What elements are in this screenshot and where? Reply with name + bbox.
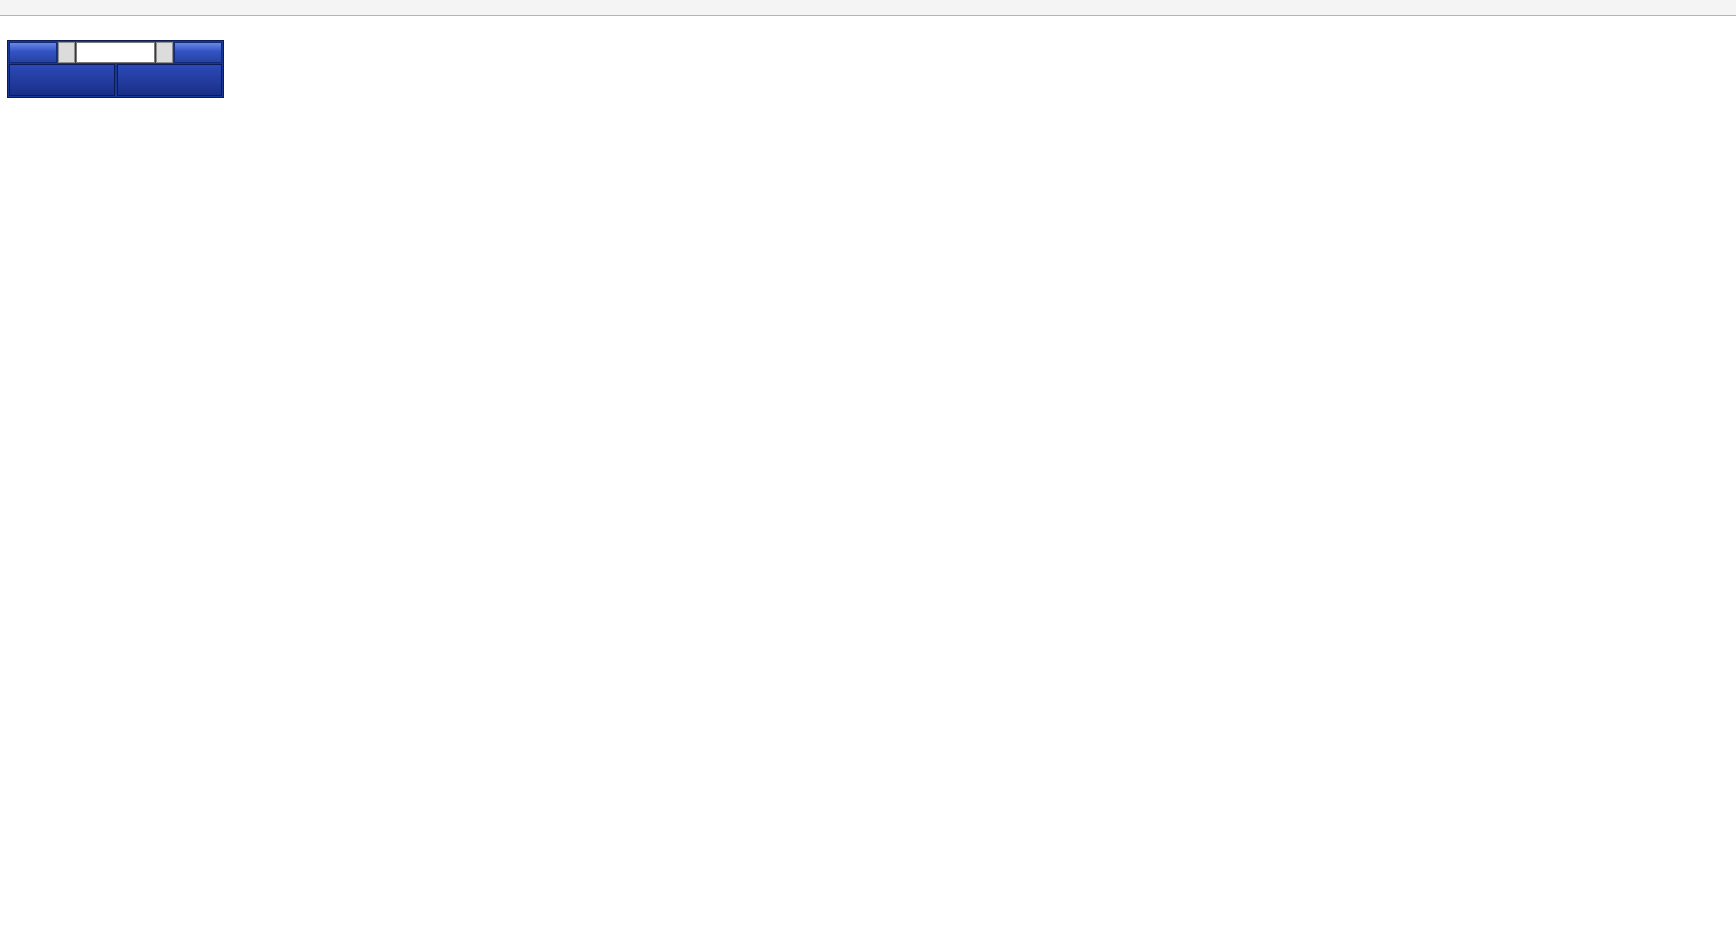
trade-panel-controls xyxy=(9,42,222,63)
trade-panel-prices xyxy=(9,64,222,96)
buy-button[interactable] xyxy=(174,42,222,63)
toolbar-right-buttons xyxy=(1688,0,1736,15)
volume-field xyxy=(76,42,155,63)
volume-decrease-button[interactable] xyxy=(58,42,75,63)
sell-price[interactable] xyxy=(9,64,115,96)
volume-increase-button[interactable] xyxy=(156,42,173,63)
sell-button[interactable] xyxy=(9,42,57,63)
chart-area xyxy=(0,16,1736,942)
volume-input[interactable] xyxy=(77,43,154,62)
price-chart xyxy=(0,16,1736,942)
toolbar xyxy=(0,0,1736,16)
chart-title xyxy=(9,23,21,35)
one-click-trading-panel xyxy=(7,40,224,98)
buy-price[interactable] xyxy=(116,64,222,96)
